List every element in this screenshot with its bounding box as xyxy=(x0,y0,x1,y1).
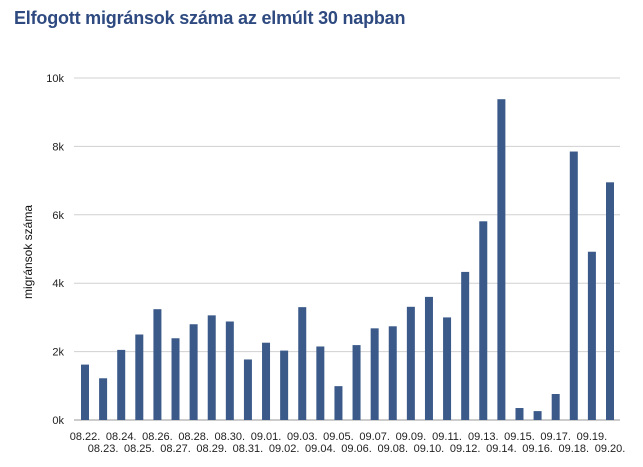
bar xyxy=(117,349,126,420)
x-tick-label: 09.15. xyxy=(504,431,535,443)
x-tick-label: 09.08. xyxy=(377,443,408,455)
bar xyxy=(189,324,198,420)
x-tick-label: 09.13. xyxy=(468,431,499,443)
grid-lines xyxy=(74,77,620,421)
x-tick-label: 08.24. xyxy=(106,431,137,443)
bar xyxy=(443,317,452,420)
bar xyxy=(298,307,307,420)
x-tick-label: 08.26. xyxy=(142,431,173,443)
bars xyxy=(81,99,614,420)
x-tick-label: 09.03. xyxy=(287,431,318,443)
bar xyxy=(171,338,180,420)
x-tick-label: 09.04. xyxy=(305,443,336,455)
bar xyxy=(352,345,361,420)
y-tick-label: 0k xyxy=(52,415,64,427)
bar xyxy=(424,296,433,420)
x-tick-label: 09.06. xyxy=(341,443,372,455)
x-tick-label: 09.10. xyxy=(414,443,445,455)
x-tick-label: 09.11. xyxy=(432,431,462,443)
bar xyxy=(461,271,470,420)
x-tick-label: 08.29. xyxy=(196,443,227,455)
x-tick-label: 09.19. xyxy=(577,431,608,443)
x-tick-label: 09.16. xyxy=(522,443,553,455)
y-tick-label: 10k xyxy=(46,73,64,85)
bar xyxy=(262,342,271,420)
x-tick-label: 08.22. xyxy=(70,431,101,443)
y-tick-label: 2k xyxy=(52,347,64,359)
bar xyxy=(515,408,524,420)
x-tick-label: 08.27. xyxy=(160,443,191,455)
x-tick-label: 09.14. xyxy=(486,443,517,455)
x-tick-label: 08.23. xyxy=(88,443,119,455)
bar xyxy=(135,334,144,420)
x-tick-label: 08.30. xyxy=(215,431,246,443)
bar xyxy=(81,364,89,420)
y-tick-label: 6k xyxy=(52,210,64,222)
bar xyxy=(587,251,596,420)
x-tick-label: 09.12. xyxy=(450,443,481,455)
bar xyxy=(551,394,560,420)
x-tick-label: 09.09. xyxy=(396,431,427,443)
y-axis-label: migránsok száma xyxy=(21,205,35,299)
bar xyxy=(243,359,252,420)
bar xyxy=(280,350,289,420)
x-tick-label: 08.25. xyxy=(124,443,155,455)
bar xyxy=(207,315,216,420)
bar xyxy=(388,326,397,420)
bar xyxy=(225,321,234,420)
bar xyxy=(153,309,162,420)
y-axis-ticks: 0k 2k 4k 6k 8k 10k xyxy=(46,73,64,427)
bar xyxy=(569,151,578,420)
bar xyxy=(606,182,614,420)
y-tick-label: 4k xyxy=(52,278,64,290)
x-axis-ticks: 08.22.08.23.08.24.08.25.08.26.08.27.08.2… xyxy=(70,431,626,455)
bar xyxy=(370,328,379,420)
y-tick-label: 8k xyxy=(52,141,64,153)
x-tick-label: 09.07. xyxy=(359,431,390,443)
bar xyxy=(99,378,108,420)
x-tick-label: 08.31. xyxy=(233,443,264,455)
x-tick-label: 09.05. xyxy=(323,431,354,443)
bar xyxy=(316,346,325,420)
x-tick-label: 09.17. xyxy=(540,431,571,443)
bar xyxy=(479,221,488,420)
x-tick-label: 09.20. xyxy=(595,443,626,455)
x-tick-label: 09.01. xyxy=(251,431,282,443)
x-tick-label: 08.28. xyxy=(178,431,209,443)
bar xyxy=(406,306,415,420)
chart-title: Elfogott migránsok száma az elmúlt 30 na… xyxy=(14,8,406,28)
bar xyxy=(497,99,506,420)
x-tick-label: 09.18. xyxy=(558,443,589,455)
x-tick-label: 09.02. xyxy=(269,443,300,455)
bar xyxy=(533,411,542,420)
bar xyxy=(334,386,343,420)
